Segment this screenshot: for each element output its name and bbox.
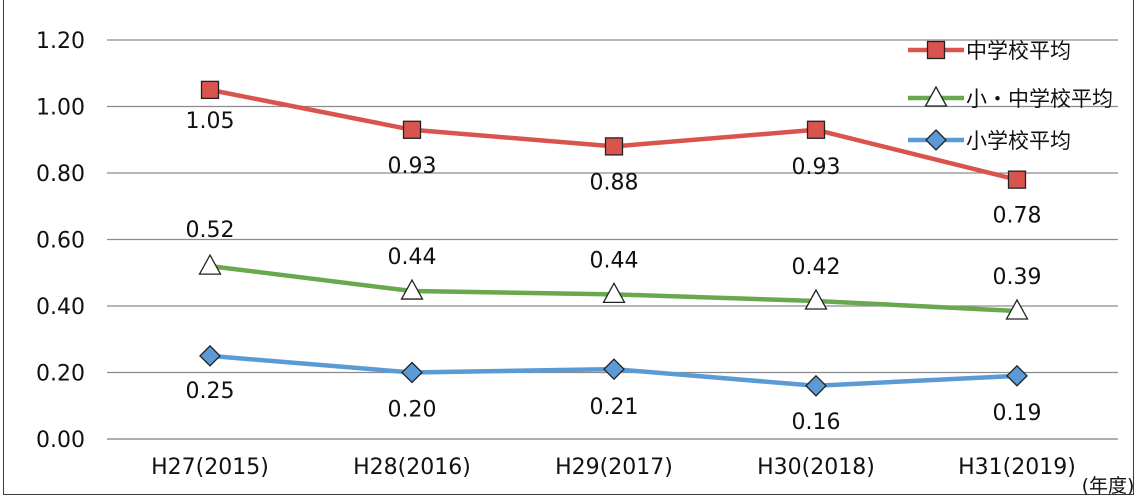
y-tick-label: 0.60 — [36, 229, 85, 254]
square-marker — [1007, 170, 1027, 189]
diamond-marker — [401, 361, 423, 384]
x-tick-label: H27(2015) — [151, 455, 269, 480]
chart-frame — [3, 0, 1134, 495]
data-label: 0.52 — [186, 218, 235, 243]
y-tick-label: 0.80 — [36, 162, 85, 187]
square-marker — [200, 80, 220, 100]
data-label: 0.21 — [590, 395, 639, 420]
data-label: 0.44 — [590, 248, 639, 273]
y-tick-label: 0.00 — [36, 428, 85, 453]
data-label: 0.39 — [993, 265, 1042, 290]
legend-label: 小学校平均 — [966, 129, 1071, 153]
data-label: 0.88 — [590, 170, 639, 195]
data-label: 0.16 — [792, 410, 841, 435]
data-label: 0.20 — [388, 398, 437, 423]
x-tick-label: H29(2017) — [555, 455, 673, 480]
series-line — [209, 87, 1018, 182]
triangle-marker — [804, 288, 828, 310]
y-tick-label: 0.20 — [36, 362, 85, 387]
x-tick-label: H28(2016) — [353, 455, 471, 480]
data-label: 0.42 — [792, 255, 841, 280]
x-tick-label: H31(2019) — [958, 455, 1076, 480]
legend-label: 中学校平均 — [966, 39, 1071, 63]
square-marker — [806, 120, 826, 139]
square-marker — [604, 137, 624, 156]
data-label: 0.78 — [993, 204, 1042, 229]
square-marker — [402, 120, 422, 139]
data-label: 0.93 — [792, 155, 841, 180]
x-unit-label: (年度) — [1082, 475, 1135, 497]
series-markers — [198, 80, 1029, 397]
diamond-marker — [603, 358, 625, 381]
diamond-marker — [925, 129, 947, 151]
square-marker — [926, 40, 946, 60]
data-labels: 1.05 0.93 0.88 0.93 0.78 0.52 0.44 0.44 0.42 0.39… — [186, 109, 1042, 435]
data-label: 0.93 — [388, 154, 437, 179]
diamond-marker — [1006, 364, 1028, 387]
triangle-marker — [602, 282, 626, 304]
diamond-marker — [805, 374, 827, 397]
series-lines — [209, 87, 1018, 389]
legend-label: 小・中学校平均 — [966, 87, 1113, 111]
data-label: 0.44 — [388, 245, 437, 270]
data-label: 1.05 — [186, 109, 235, 134]
x-tick-label: H30(2018) — [757, 455, 875, 480]
diamond-marker — [199, 344, 221, 367]
y-tick-label: 0.40 — [36, 295, 85, 320]
y-tick-label: 1.20 — [36, 29, 85, 54]
x-axis-ticks: H27(2015) H28(2016) H29(2017) H30(2018) H31(… — [151, 455, 1076, 480]
data-label: 0.25 — [186, 379, 235, 404]
triangle-marker — [924, 85, 948, 107]
y-tick-label: 1.00 — [36, 96, 85, 121]
triangle-marker — [400, 278, 424, 300]
y-axis-ticks: 0.00 0.20 0.40 0.60 0.80 1.00 1.20 — [36, 29, 85, 453]
triangle-marker — [1005, 298, 1029, 320]
data-label: 0.19 — [993, 401, 1042, 426]
triangle-marker — [198, 253, 222, 275]
